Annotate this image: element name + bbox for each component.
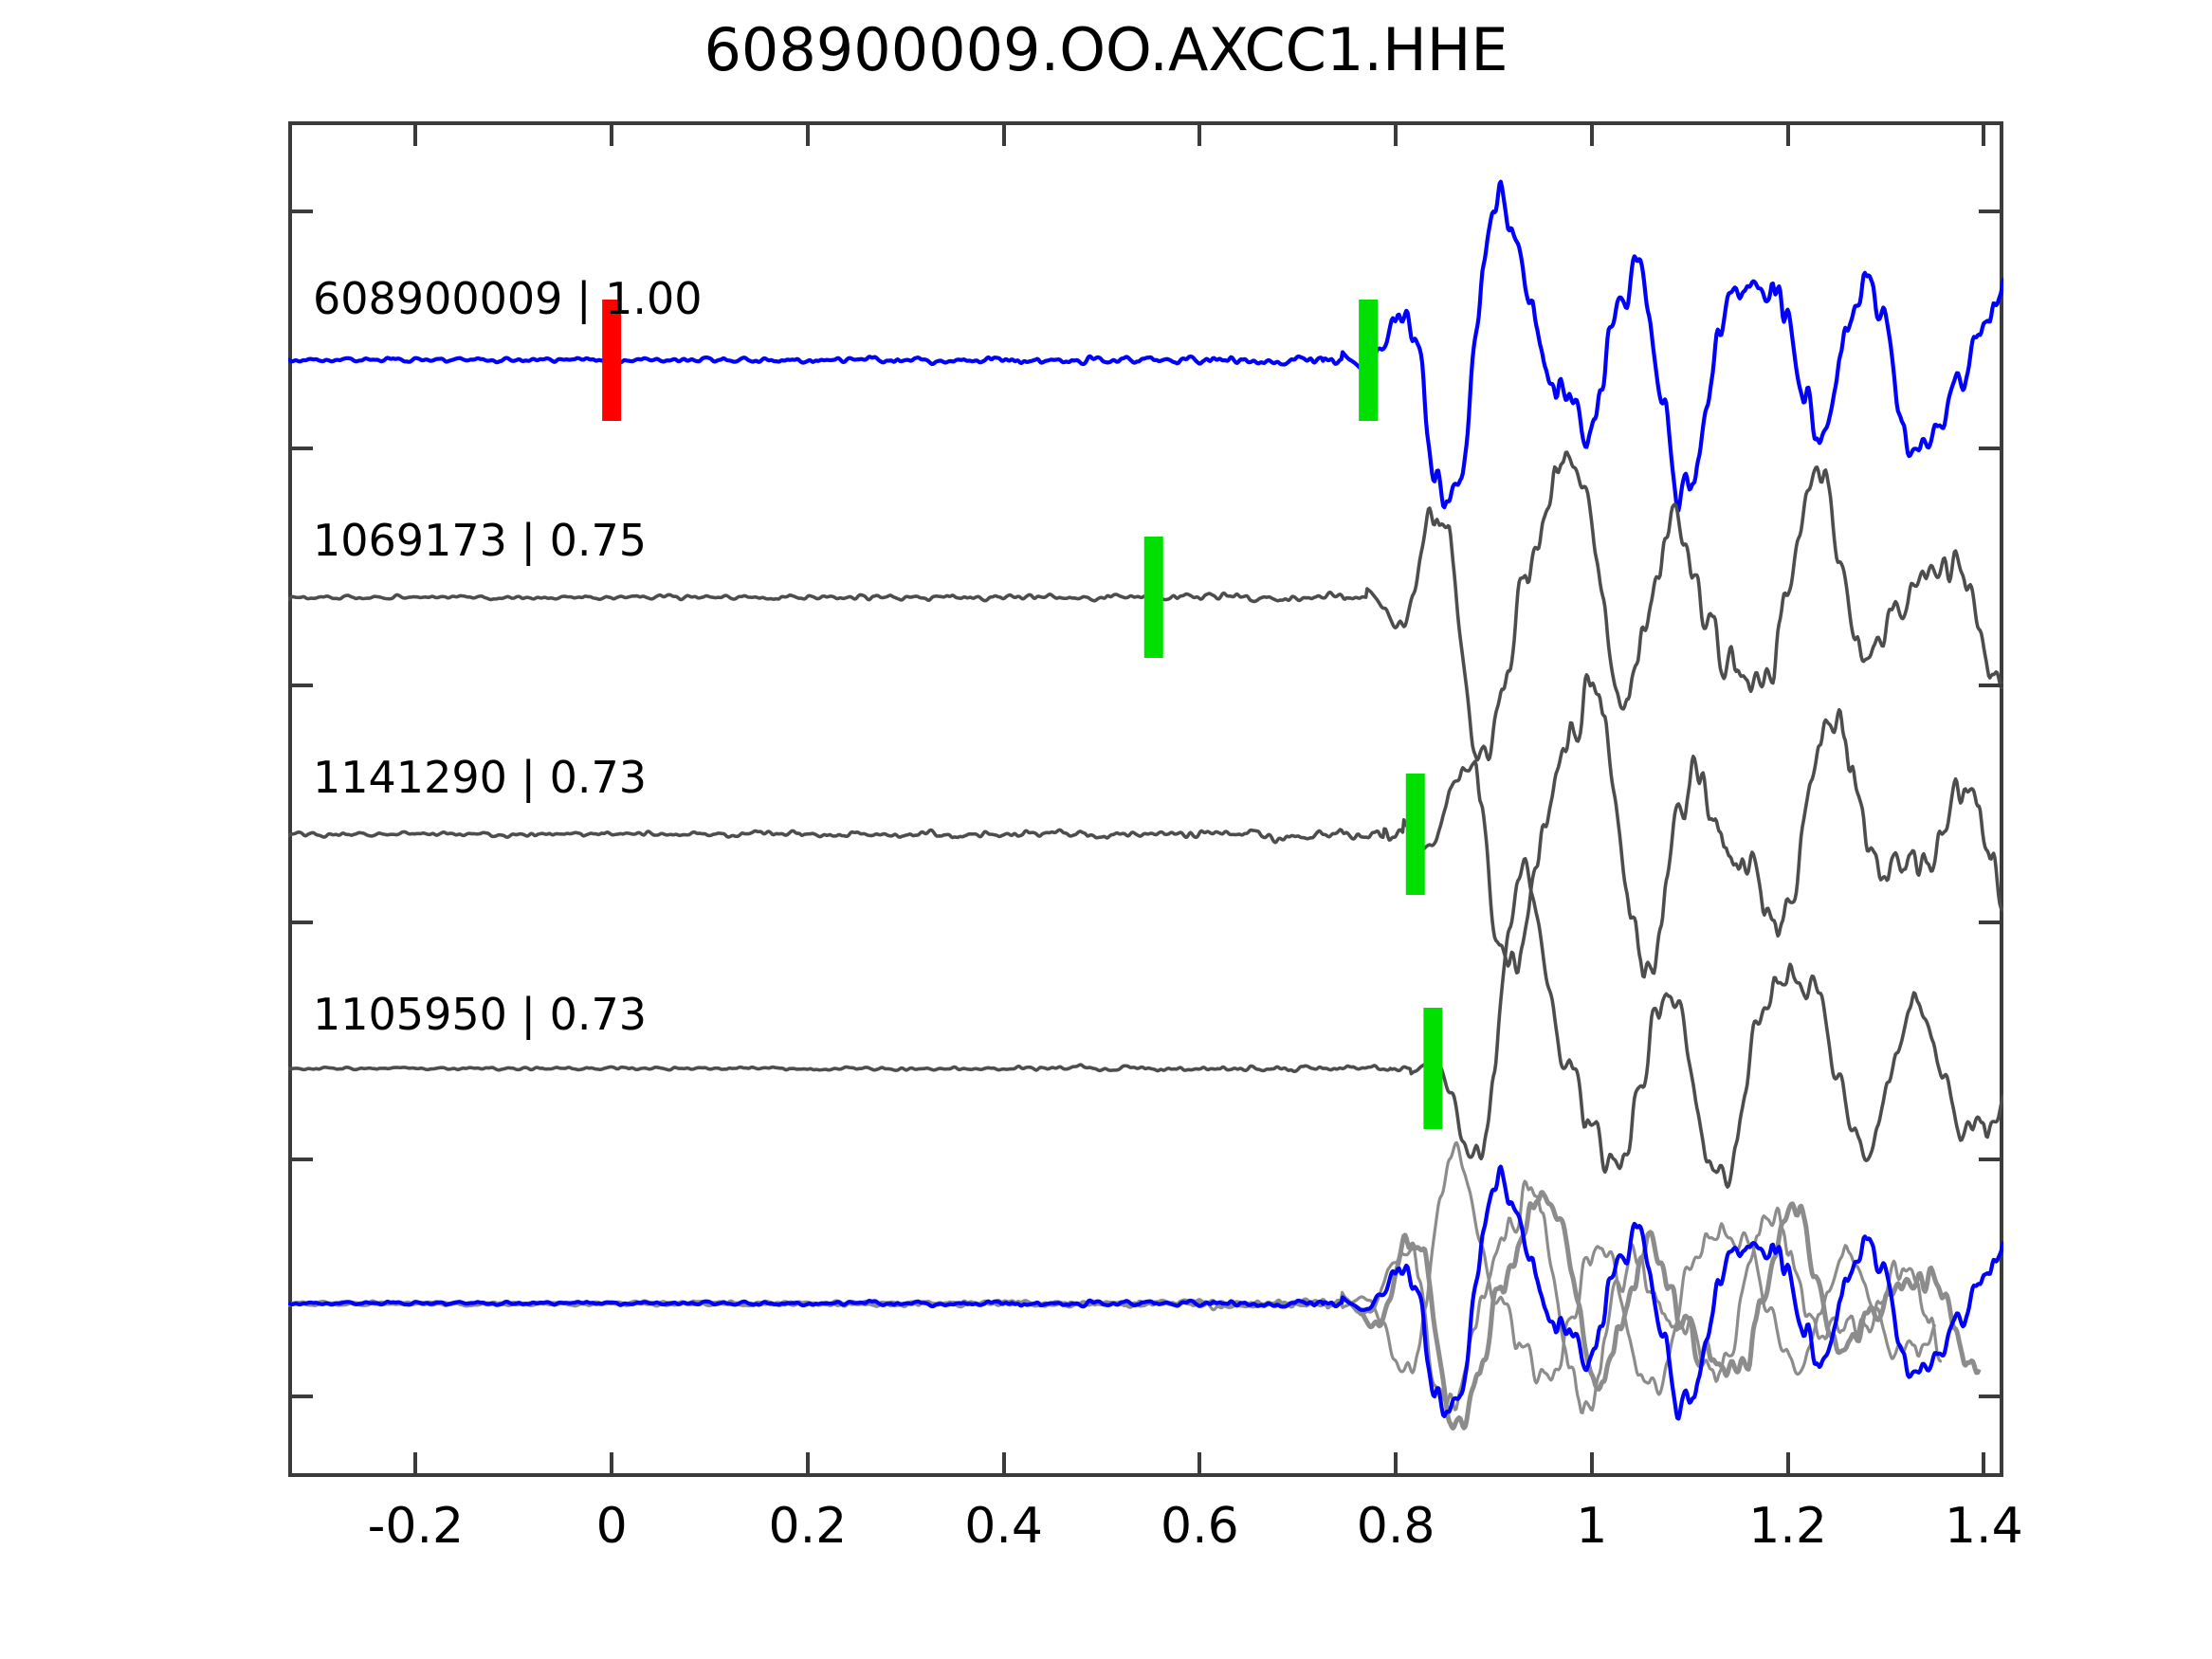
y-tick-mark [1979,210,2003,213]
x-tick-label: 1.2 [1748,1498,1827,1555]
x-tick-mark [610,1452,614,1477]
y-tick-mark [288,447,313,450]
y-tick-mark [288,921,313,924]
page-title: 608900009.OO.AXCC1.HHE [704,15,1508,84]
x-tick-label: 0 [595,1498,628,1555]
trace-label-1141290: 1141290 | 0.73 [313,752,648,803]
overlay-waveform-608900009 [288,1164,2003,1421]
x-tick-label: 0.4 [964,1498,1043,1555]
overlay-waveform-1069173 [288,1190,1982,1431]
y-tick-mark [288,210,313,213]
x-tick-label: 0.6 [1160,1498,1239,1555]
x-tick-mark [1785,1452,1790,1477]
waveform-608900009 [288,179,2003,513]
overlay-waveform-1141290 [288,1179,1943,1414]
x-tick-mark-top [1589,121,1594,146]
x-tick-mark [1589,1452,1594,1477]
x-tick-mark [1001,1452,1006,1477]
y-tick-mark [1979,1395,2003,1398]
waveform-1105950 [288,857,2003,1189]
waveform-1141290 [288,673,2003,979]
y-tick-mark [1979,921,2003,924]
x-tick-label: -0.2 [367,1498,465,1555]
y-tick-mark [1979,1158,2003,1161]
trace-label-608900009: 608900009 | 1.00 [313,273,703,324]
plot-area [288,121,2003,1477]
x-tick-mark [413,1452,418,1477]
overlay-waveform-1105950 [288,1140,1937,1396]
x-tick-label: 0.2 [768,1498,848,1555]
x-tick-label: 0.8 [1356,1498,1435,1555]
x-tick-mark-top [805,121,810,146]
waveform-traces [288,179,2003,1431]
trace-label-1069173: 1069173 | 0.75 [313,515,648,566]
x-tick-mark [1394,1452,1398,1477]
x-tick-label: 1 [1576,1498,1608,1555]
x-tick-mark [1197,1452,1202,1477]
x-tick-mark-top [1001,121,1006,146]
x-tick-mark-top [610,121,614,146]
x-tick-mark-top [1394,121,1398,146]
template-pick-marker-608900009[interactable] [602,300,622,421]
x-tick-mark [1982,1452,1986,1477]
x-tick-mark [805,1452,810,1477]
y-tick-mark [288,1395,313,1398]
detection-pick-marker-1105950[interactable] [1423,1008,1443,1129]
x-tick-mark-top [413,121,418,146]
x-tick-mark-top [1197,121,1202,146]
detection-pick-marker-608900009[interactable] [1359,300,1379,421]
trace-label-1105950: 1105950 | 0.73 [313,989,648,1040]
y-tick-mark [1979,684,2003,687]
detection-pick-marker-1141290[interactable] [1405,774,1425,895]
detection-pick-marker-1069173[interactable] [1143,537,1163,658]
x-tick-label: 1.4 [1944,1498,2023,1555]
y-tick-mark [1979,447,2003,450]
y-tick-mark [288,684,313,687]
y-tick-mark [288,1158,313,1161]
x-tick-mark-top [1785,121,1790,146]
x-tick-mark-top [1982,121,1986,146]
axes-frame [288,121,2003,1477]
